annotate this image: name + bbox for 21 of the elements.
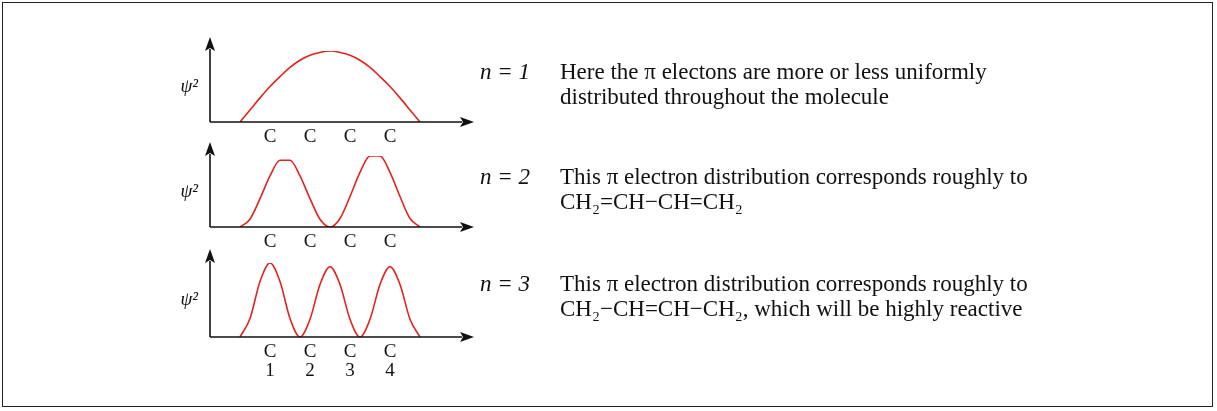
text: n = 2 [480,164,531,189]
x-tick-label: C [383,230,397,252]
text: This π electron distribution corresponds roughly to CH₂−CH=CH−CH₂, which will be highly reactive [560,271,1029,321]
x-tick-label: C [303,125,317,147]
x-tick-label: C [343,230,357,252]
x-tick-label: C 2 [303,340,317,381]
x-tick-label: C 1 [263,340,277,381]
y-axis-title: ψ² [180,74,199,96]
text: n = 3 [480,271,531,296]
x-tick-label: C [263,230,277,252]
x-tick-label: C [303,230,317,252]
y-axis-title: ψ² [180,179,199,201]
text: This π electron distribution corresponds roughly to CH₂=CH−CH=CH₂ [560,164,1029,214]
text: n = 1 [480,59,531,84]
x-tick-label: C 4 [383,340,397,381]
x-tick-label: C [263,125,277,147]
x-tick-label: C [383,125,397,147]
y-axis-title: ψ² [180,288,199,309]
text: Here the π electons are more or less uniformly distributed throughout the molecule [560,59,988,109]
x-tick-label: C [343,125,357,147]
x-tick-label: C 3 [343,340,357,381]
